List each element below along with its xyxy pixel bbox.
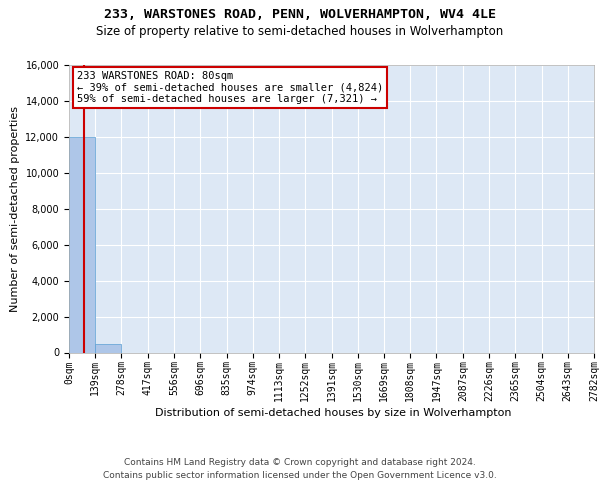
Bar xyxy=(95,344,121,352)
Text: 233 WARSTONES ROAD: 80sqm
← 39% of semi-detached houses are smaller (4,824)
59% : 233 WARSTONES ROAD: 80sqm ← 39% of semi-… xyxy=(77,71,383,104)
Text: 233, WARSTONES ROAD, PENN, WOLVERHAMPTON, WV4 4LE: 233, WARSTONES ROAD, PENN, WOLVERHAMPTON… xyxy=(104,8,496,20)
Text: Size of property relative to semi-detached houses in Wolverhampton: Size of property relative to semi-detach… xyxy=(97,25,503,38)
Text: Distribution of semi-detached houses by size in Wolverhampton: Distribution of semi-detached houses by … xyxy=(155,408,511,418)
Text: Contains HM Land Registry data © Crown copyright and database right 2024.: Contains HM Land Registry data © Crown c… xyxy=(124,458,476,467)
Bar xyxy=(69,137,95,352)
Y-axis label: Number of semi-detached properties: Number of semi-detached properties xyxy=(10,106,20,312)
Text: Contains public sector information licensed under the Open Government Licence v3: Contains public sector information licen… xyxy=(103,472,497,480)
